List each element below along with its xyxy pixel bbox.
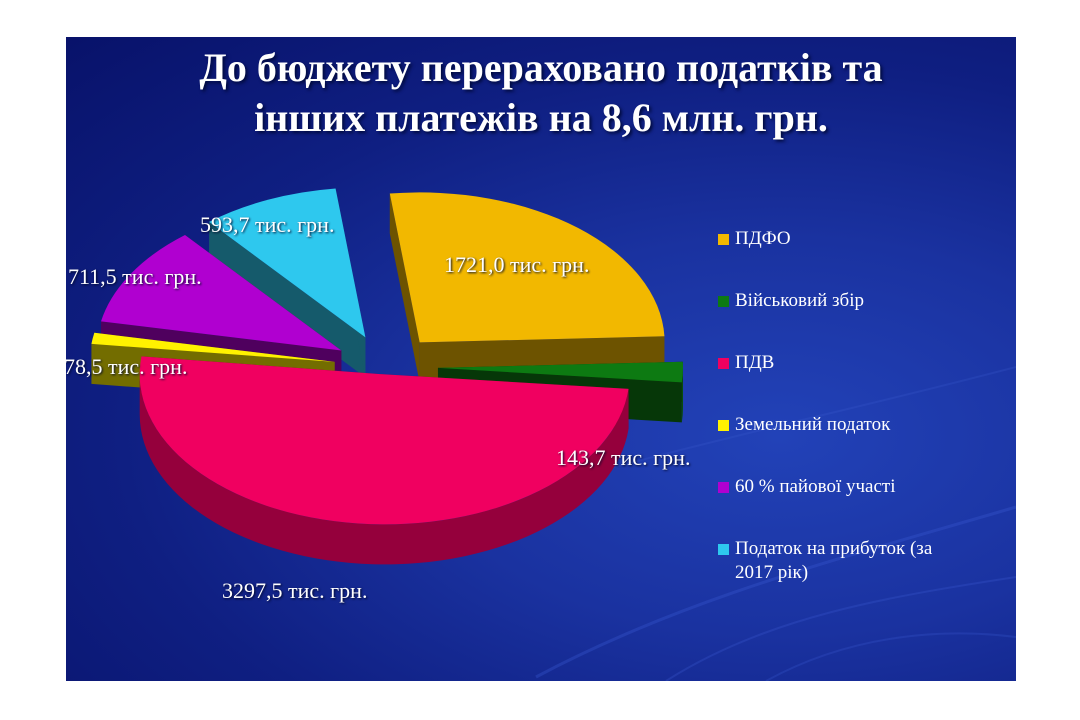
- legend-swatch: [718, 420, 729, 431]
- slice-label-profit-tax: 593,7 тис. грн.: [200, 212, 335, 237]
- legend-label: ПДФО: [735, 228, 791, 249]
- legend-swatch: [718, 482, 729, 493]
- legend-label: 60 % пайової участі: [735, 476, 896, 497]
- slice-label-military-levy: 143,7 тис. грн.: [556, 445, 691, 470]
- slice-label-vat: 3297,5 тис. грн.: [222, 578, 368, 603]
- legend-label: ПДВ: [735, 352, 775, 373]
- legend-label: Земельний податок: [735, 414, 891, 435]
- legend-label: Військовий збір: [735, 290, 864, 311]
- slice-label-pdfo: 1721,0 тис. грн.: [444, 252, 590, 277]
- pie-chart: [91, 188, 683, 565]
- pie-slice-vat: [139, 356, 629, 565]
- legend-swatch: [718, 358, 729, 369]
- slice-label-share-participation: 711,5 тис. грн.: [68, 264, 202, 289]
- slide: До бюджету перераховано податків та інши…: [66, 37, 1016, 681]
- legend-swatch: [718, 234, 729, 245]
- legend-swatch: [718, 296, 729, 307]
- pie-slice-profit-tax: [209, 188, 366, 378]
- slide-title: До бюджету перераховано податків та інши…: [66, 43, 1016, 143]
- slice-label-land-tax: 78,5 тис. грн.: [66, 354, 188, 379]
- title-line-1: До бюджету перераховано податків та: [199, 45, 883, 90]
- legend-label: Податок на прибуток (за 2017 рік): [735, 538, 933, 583]
- pie-slice-pdfo: [389, 192, 665, 383]
- title-line-2: інших платежів на 8,6 млн. грн.: [254, 95, 828, 140]
- legend-swatch: [718, 544, 729, 555]
